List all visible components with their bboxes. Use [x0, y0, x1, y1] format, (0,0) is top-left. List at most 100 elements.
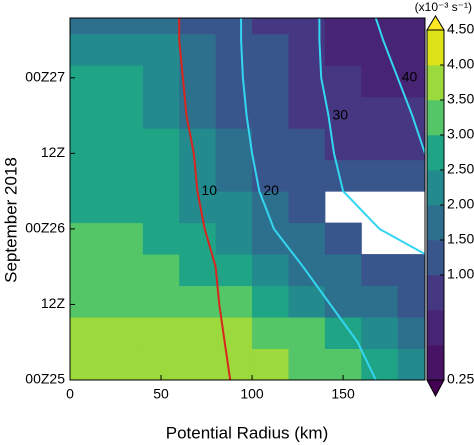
field-cell — [70, 128, 107, 161]
field-cell — [361, 254, 399, 287]
colorbar-bin — [427, 30, 444, 66]
field-cell — [252, 348, 289, 381]
field-cell — [252, 285, 289, 318]
colorbar-bin — [427, 205, 444, 241]
colorbar-over — [426, 15, 445, 31]
field-cell — [142, 18, 180, 35]
field-cell — [324, 254, 362, 287]
contour-label: 10 — [201, 182, 217, 198]
field-cell — [106, 285, 144, 318]
field-cell — [397, 317, 426, 350]
field-cell — [106, 128, 144, 161]
y-tick-label: 00Z25 — [25, 371, 65, 387]
x-tick-label: 50 — [153, 386, 169, 402]
contour-label: 40 — [402, 69, 418, 85]
field-cell — [106, 317, 144, 350]
field-cell — [106, 65, 144, 98]
x-tick-label: 150 — [331, 386, 355, 402]
field-cell — [215, 128, 253, 161]
colorbar-bin — [427, 345, 444, 381]
field-cell — [179, 33, 217, 66]
field-cell — [288, 285, 326, 318]
field-cell — [397, 159, 426, 192]
field-cell — [397, 33, 426, 66]
colorbar-bin — [427, 100, 444, 136]
field-cell — [106, 18, 144, 35]
plot-frame — [69, 17, 426, 381]
contour-line — [318, 18, 426, 255]
field-cell — [142, 222, 180, 255]
field-cell — [142, 254, 180, 287]
field-cell — [288, 128, 326, 161]
field-cell — [324, 159, 362, 192]
field-cell — [179, 285, 217, 318]
field-cell — [106, 222, 144, 255]
field-cell — [215, 222, 253, 255]
field-cell — [397, 285, 426, 318]
x-axis-label: Potential Radius (km) — [166, 423, 329, 442]
field-cell — [70, 317, 107, 350]
field-cell — [397, 18, 426, 35]
field-cell — [361, 285, 399, 318]
field-cell — [142, 317, 180, 350]
field-cell — [215, 254, 253, 287]
colorbar-bin — [427, 65, 444, 101]
field-cell — [70, 222, 107, 255]
field-cell — [215, 285, 253, 318]
field-cell — [106, 348, 144, 381]
colorbar-tick-label: 1.50 — [447, 231, 474, 247]
field-cell — [70, 18, 107, 35]
contour-label: 30 — [333, 106, 349, 122]
field-cell — [324, 33, 362, 66]
field-cell — [70, 159, 107, 192]
field-cell — [215, 348, 253, 381]
field-cell — [70, 33, 107, 66]
y-tick-label: 12Z — [41, 144, 66, 160]
field-cell — [70, 65, 107, 98]
field-cell — [361, 348, 399, 381]
field-cell — [288, 18, 326, 35]
colorbar-label: (x10⁻³ s⁻¹) — [415, 0, 472, 14]
field-cell — [215, 191, 253, 224]
y-tick-label: 00Z26 — [25, 220, 65, 236]
colorbar-bin — [427, 275, 444, 311]
field-cell — [324, 222, 362, 255]
field-cell — [70, 96, 107, 129]
field-cell — [70, 254, 107, 287]
colorbar-tick-label: 2.00 — [447, 196, 474, 212]
field-cell — [252, 18, 289, 35]
field-cell — [361, 96, 399, 129]
x-tick-label: 0 — [66, 386, 74, 402]
colorbar-tick-label: 4.00 — [447, 56, 474, 72]
field-cell — [215, 159, 253, 192]
field-cell — [142, 65, 180, 98]
field-cell — [252, 128, 289, 161]
field-cell — [324, 65, 362, 98]
colorbar-tick-label: 3.00 — [447, 126, 474, 142]
y-axis-label: September 2018 — [1, 157, 20, 283]
colorbar-tick-label: 0.25 — [447, 371, 474, 387]
field-cell — [70, 285, 107, 318]
contour-line — [240, 18, 377, 381]
field-cell — [361, 65, 399, 98]
field-cell — [142, 159, 180, 192]
colorbar-tick-label: 2.50 — [447, 161, 474, 177]
field-cell — [142, 96, 180, 129]
contour-label: 20 — [263, 182, 279, 198]
colorbar-bin — [427, 170, 444, 206]
field-cell — [106, 254, 144, 287]
field-cell — [179, 128, 217, 161]
field-cell — [288, 222, 326, 255]
field-cell — [361, 18, 399, 35]
field-cell — [324, 285, 362, 318]
field-cell — [288, 191, 326, 224]
y-tick-label: 12Z — [41, 295, 66, 311]
field-cell — [215, 65, 253, 98]
field-cell — [179, 65, 217, 98]
field-cell — [70, 348, 107, 381]
field-cell — [288, 159, 326, 192]
colorbar-tick-label: 3.50 — [447, 91, 474, 107]
field-cell — [288, 65, 326, 98]
